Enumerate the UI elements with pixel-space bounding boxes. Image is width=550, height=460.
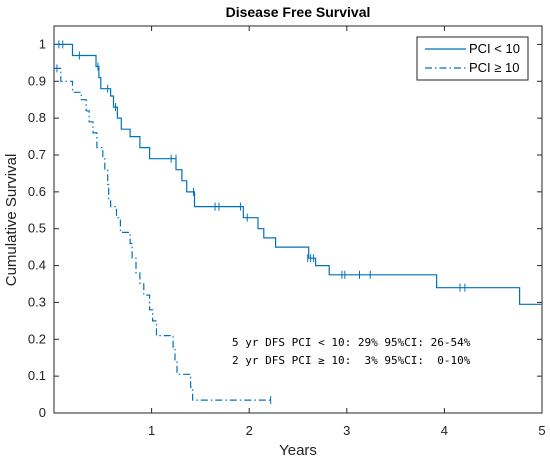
annotation-2yr-dfs: 2 yr DFS PCI ≥ 10: 3% 95%CI: 0-10% <box>232 354 471 367</box>
legend-box <box>416 36 529 81</box>
x-tick-label: 1 <box>148 423 155 438</box>
x-tick-label: 4 <box>441 423 448 438</box>
tick-marks <box>54 26 543 414</box>
legend-label-pci-ge-10: PCI ≥ 10 <box>469 60 520 75</box>
y-tick-label: 0.4 <box>28 258 46 273</box>
series-layer <box>54 40 542 405</box>
y-tick-label: 0.9 <box>28 73 46 88</box>
y-tick-label: 0 <box>39 405 46 420</box>
series-0 <box>54 40 542 305</box>
survival-curve-line <box>54 43 542 305</box>
y-axis-label: Cumulative Survival <box>3 154 20 287</box>
x-axis-label: Years <box>279 442 317 459</box>
y-tick-label: 0.1 <box>28 368 46 383</box>
tick-labels: 1 2 3 4 5 0 0.1 0.2 0.3 0.4 0.5 0.6 0.7 0.8 0.9 1 <box>28 36 546 438</box>
y-tick-label: 0.2 <box>28 331 46 346</box>
series-1 <box>54 64 272 405</box>
annotation-5yr-dfs: 5 yr DFS PCI < 10: 29% 95%CI: 26-54% <box>232 336 471 349</box>
y-tick-label: 0.3 <box>28 294 46 309</box>
y-tick-label: 0.5 <box>28 221 46 236</box>
x-tick-label: 5 <box>538 423 545 438</box>
y-tick-label: 0.6 <box>28 184 46 199</box>
legend: PCI < 10 PCI ≥ 10 <box>416 36 529 81</box>
survival-curve-line <box>54 67 271 401</box>
chart-title: Disease Free Survival <box>226 4 371 20</box>
y-tick-label: 0.7 <box>28 147 46 162</box>
x-tick-label: 2 <box>246 423 253 438</box>
axes-box <box>53 25 543 414</box>
legend-label-pci-lt-10: PCI < 10 <box>469 41 520 56</box>
plot-area <box>53 25 543 414</box>
y-tick-label: 1 <box>39 36 46 51</box>
x-tick-label: 3 <box>343 423 350 438</box>
y-tick-label: 0.8 <box>28 110 46 125</box>
